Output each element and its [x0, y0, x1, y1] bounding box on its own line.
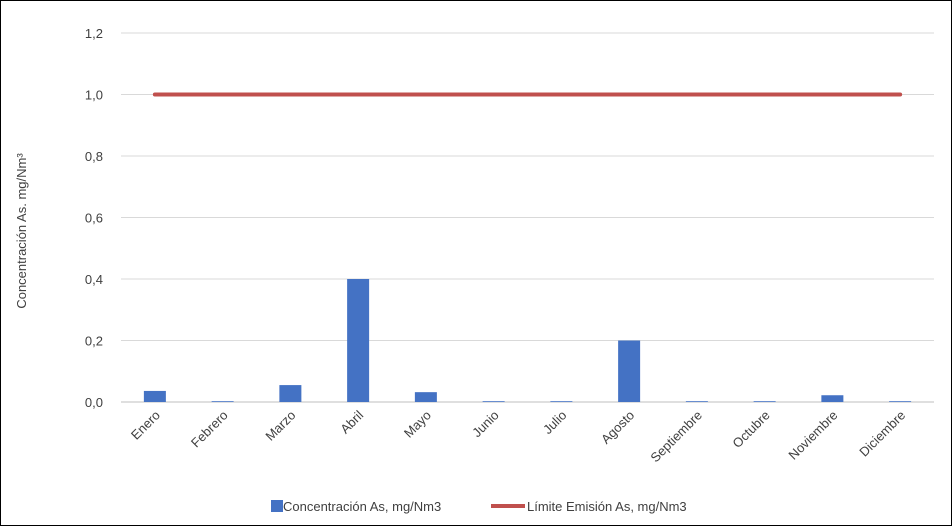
x-tick-label: Abril — [337, 407, 366, 436]
legend: Concentración As, mg/Nm3 Límite Emisión … — [271, 499, 687, 514]
bar — [685, 401, 708, 402]
y-tick-label: 0,6 — [85, 211, 103, 226]
y-tick-label: 1,0 — [85, 88, 103, 103]
y-tick-label: 0,0 — [85, 395, 103, 410]
bar — [143, 390, 166, 402]
bar-series — [143, 279, 912, 402]
bar — [211, 401, 234, 402]
x-tick-label: Enero — [128, 408, 163, 443]
y-tick-label: 0,4 — [85, 272, 103, 287]
x-tick-label: Noviembre — [785, 408, 840, 463]
grid-lines — [121, 32, 934, 403]
x-tick-label: Febrero — [188, 408, 231, 451]
x-tick-label: Julio — [540, 408, 570, 438]
x-tick-label: Junio — [469, 408, 502, 441]
x-tick-label: Mayo — [401, 408, 434, 441]
bar — [889, 401, 912, 402]
bar — [347, 279, 370, 402]
bar — [414, 392, 437, 402]
bar — [753, 401, 776, 402]
legend-line-label: Límite Emisión As, mg/Nm3 — [527, 499, 687, 514]
x-tick-label: Marzo — [262, 408, 298, 444]
y-tick-label: 0,2 — [85, 334, 103, 349]
x-tick-label: Septiembre — [647, 408, 705, 466]
bar — [550, 401, 573, 402]
y-tick-label: 0,8 — [85, 149, 103, 164]
bar — [821, 395, 844, 402]
y-tick-label: 1,2 — [85, 26, 103, 41]
x-tick-label: Agosto — [598, 408, 637, 447]
bar — [482, 401, 505, 402]
y-axis-label: Concentración As. mg/Nm³ — [14, 153, 29, 309]
bar — [618, 340, 641, 402]
bar — [279, 385, 302, 402]
x-tick-label: Octubre — [729, 408, 772, 451]
legend-bar-label: Concentración As, mg/Nm3 — [283, 499, 441, 514]
legend-bar-swatch — [271, 500, 283, 512]
x-axis-ticks: Enero Febrero Marzo Abril Mayo Junio Julio Agos… — [128, 407, 908, 465]
y-axis-ticks: 0,0 0,2 0,4 0,6 0,8 1,0 1,2 — [85, 26, 103, 410]
x-tick-label: Diciembre — [856, 408, 908, 460]
